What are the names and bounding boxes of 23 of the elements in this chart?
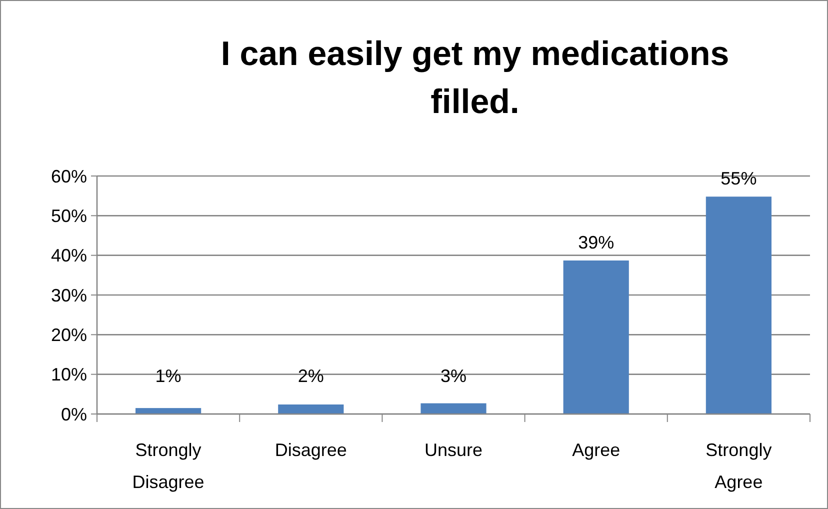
bar <box>420 403 486 414</box>
bar <box>706 196 772 414</box>
y-tick-label: 20% <box>50 324 87 345</box>
bar <box>136 408 202 414</box>
data-label: 2% <box>298 366 324 386</box>
y-tick-label: 60% <box>50 166 87 186</box>
y-tick-label: 50% <box>50 206 87 226</box>
y-tick-label: 40% <box>50 246 87 266</box>
x-tick-label: Strongly Agree <box>706 440 772 492</box>
y-tick-label: 0% <box>60 404 87 424</box>
x-tick-label: Unsure <box>424 440 483 460</box>
x-tick-label: Disagree <box>274 440 347 460</box>
data-label: 39% <box>578 232 614 252</box>
y-tick-label: 30% <box>50 285 87 306</box>
data-label: 55% <box>720 168 757 189</box>
x-tick-label: Strongly Disagree <box>132 440 204 492</box>
y-tick-label: 10% <box>50 364 87 385</box>
bar <box>563 260 629 414</box>
x-tick-label: Agree <box>572 440 620 460</box>
data-label: 1% <box>155 366 182 386</box>
chart-title: I can easily get my medications filled. <box>220 35 730 121</box>
data-label: 3% <box>440 366 467 386</box>
bar <box>278 404 344 414</box>
